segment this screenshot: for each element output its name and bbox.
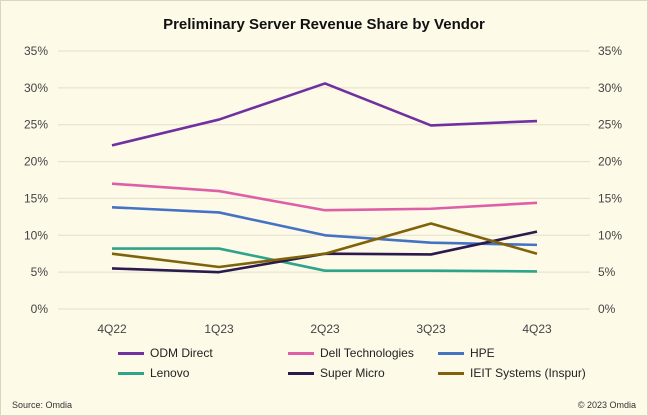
y-tick-label-right: 25% xyxy=(598,118,622,132)
legend-label: HPE xyxy=(470,346,495,360)
series-line-hpe xyxy=(111,205,538,247)
series-line-ieit-systems-inspur- xyxy=(111,222,538,269)
legend-item: IEIT Systems (Inspur) xyxy=(438,366,618,380)
legend-swatch xyxy=(438,371,464,375)
y-tick-label-left: 30% xyxy=(24,81,48,95)
y-tick-label-right: 10% xyxy=(598,228,622,242)
x-tick-label: 4Q23 xyxy=(522,322,552,336)
legend-label: IEIT Systems (Inspur) xyxy=(470,366,586,380)
legend-label: ODM Direct xyxy=(150,346,213,360)
series-line-dell-technologies xyxy=(111,182,538,212)
y-tick-label-left: 15% xyxy=(24,191,48,205)
legend-item: HPE xyxy=(438,346,618,360)
series-line-odm-direct xyxy=(111,82,538,147)
legend-swatch xyxy=(288,371,314,375)
y-tick-label-left: 5% xyxy=(31,265,49,279)
chart-title: Preliminary Server Revenue Share by Vend… xyxy=(163,16,485,33)
y-tick-label-right: 0% xyxy=(598,302,616,316)
x-tick-label: 3Q23 xyxy=(416,322,446,336)
y-tick-label-right: 5% xyxy=(598,265,616,279)
legend-label: Dell Technologies xyxy=(320,346,414,360)
series-line-super-micro xyxy=(111,230,538,274)
y-tick-label-left: 20% xyxy=(24,155,48,169)
legend-item: Dell Technologies xyxy=(288,346,438,360)
x-tick-label: 2Q23 xyxy=(310,322,340,336)
y-tick-label-left: 35% xyxy=(24,44,48,58)
y-tick-label-right: 30% xyxy=(598,81,622,95)
legend-label: Lenovo xyxy=(150,366,190,380)
y-tick-label-right: 15% xyxy=(598,191,622,205)
legend-item: ODM Direct xyxy=(118,346,288,360)
source-note: Source: Omdia xyxy=(12,400,73,410)
copyright-note: © 2023 Omdia xyxy=(577,400,636,410)
legend-label: Super Micro xyxy=(320,366,385,380)
y-tick-label-right: 20% xyxy=(598,155,622,169)
series-line-lenovo xyxy=(112,247,538,273)
legend-swatch xyxy=(118,351,144,355)
y-tick-label-right: 35% xyxy=(598,44,622,58)
legend-item: Lenovo xyxy=(118,366,288,380)
legend-swatch xyxy=(288,351,314,355)
x-tick-label: 4Q22 xyxy=(97,322,127,336)
legend-swatch xyxy=(118,371,144,375)
x-tick-label: 1Q23 xyxy=(204,322,234,336)
legend: ODM Direct Dell Technologies HPE Lenovo Supe… xyxy=(118,346,618,380)
y-tick-label-left: 25% xyxy=(24,118,48,132)
legend-item: Super Micro xyxy=(288,366,438,380)
y-tick-label-left: 10% xyxy=(24,228,48,242)
y-tick-label-left: 0% xyxy=(31,302,49,316)
legend-swatch xyxy=(438,351,464,355)
